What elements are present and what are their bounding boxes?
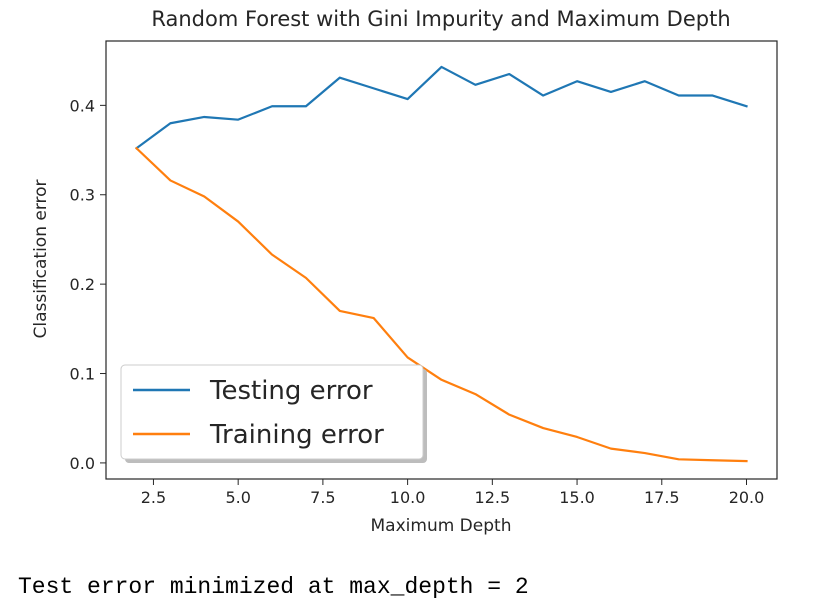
y-tick-label: 0.2: [70, 275, 95, 294]
y-tick-label: 0.1: [70, 365, 95, 384]
y-tick-label: 0.0: [70, 454, 95, 473]
x-tick-label: 2.5: [141, 488, 166, 507]
series-lines: [134, 65, 748, 463]
output-text: Test error minimized at max_depth = 2: [18, 574, 529, 600]
x-tick-label: 7.5: [310, 488, 335, 507]
x-tick-label: 17.5: [644, 488, 680, 507]
legend: Testing error Training error: [120, 364, 427, 463]
chart: Random Forest with Gini Impurity and Max…: [0, 0, 830, 560]
plot-frame: [105, 40, 778, 480]
chart-title: Random Forest with Gini Impurity and Max…: [151, 7, 730, 31]
chart-background: [0, 0, 830, 560]
x-tick-label: 5.0: [225, 488, 250, 507]
x-axis-ticks: 2.5 5.0 7.5 10.0 12.5 15.0 17.5 20.0: [141, 479, 765, 507]
x-tick-label: 10.0: [390, 488, 426, 507]
x-tick-label: 15.0: [559, 488, 595, 507]
x-axis-label: Maximum Depth: [371, 516, 512, 536]
series-line-testing-error: [134, 65, 748, 150]
legend-label: Training error: [209, 420, 384, 450]
y-tick-label: 0.3: [70, 186, 95, 205]
legend-label: Testing error: [209, 376, 373, 406]
legend-box: [120, 364, 424, 460]
y-axis-label: Classification error: [31, 179, 51, 338]
series-line-training-error: [134, 146, 748, 463]
y-tick-label: 0.4: [70, 96, 95, 115]
x-tick-label: 12.5: [475, 488, 511, 507]
y-axis-ticks: 0.0 0.1 0.2 0.3 0.4: [70, 96, 106, 473]
x-tick-label: 20.0: [729, 488, 765, 507]
